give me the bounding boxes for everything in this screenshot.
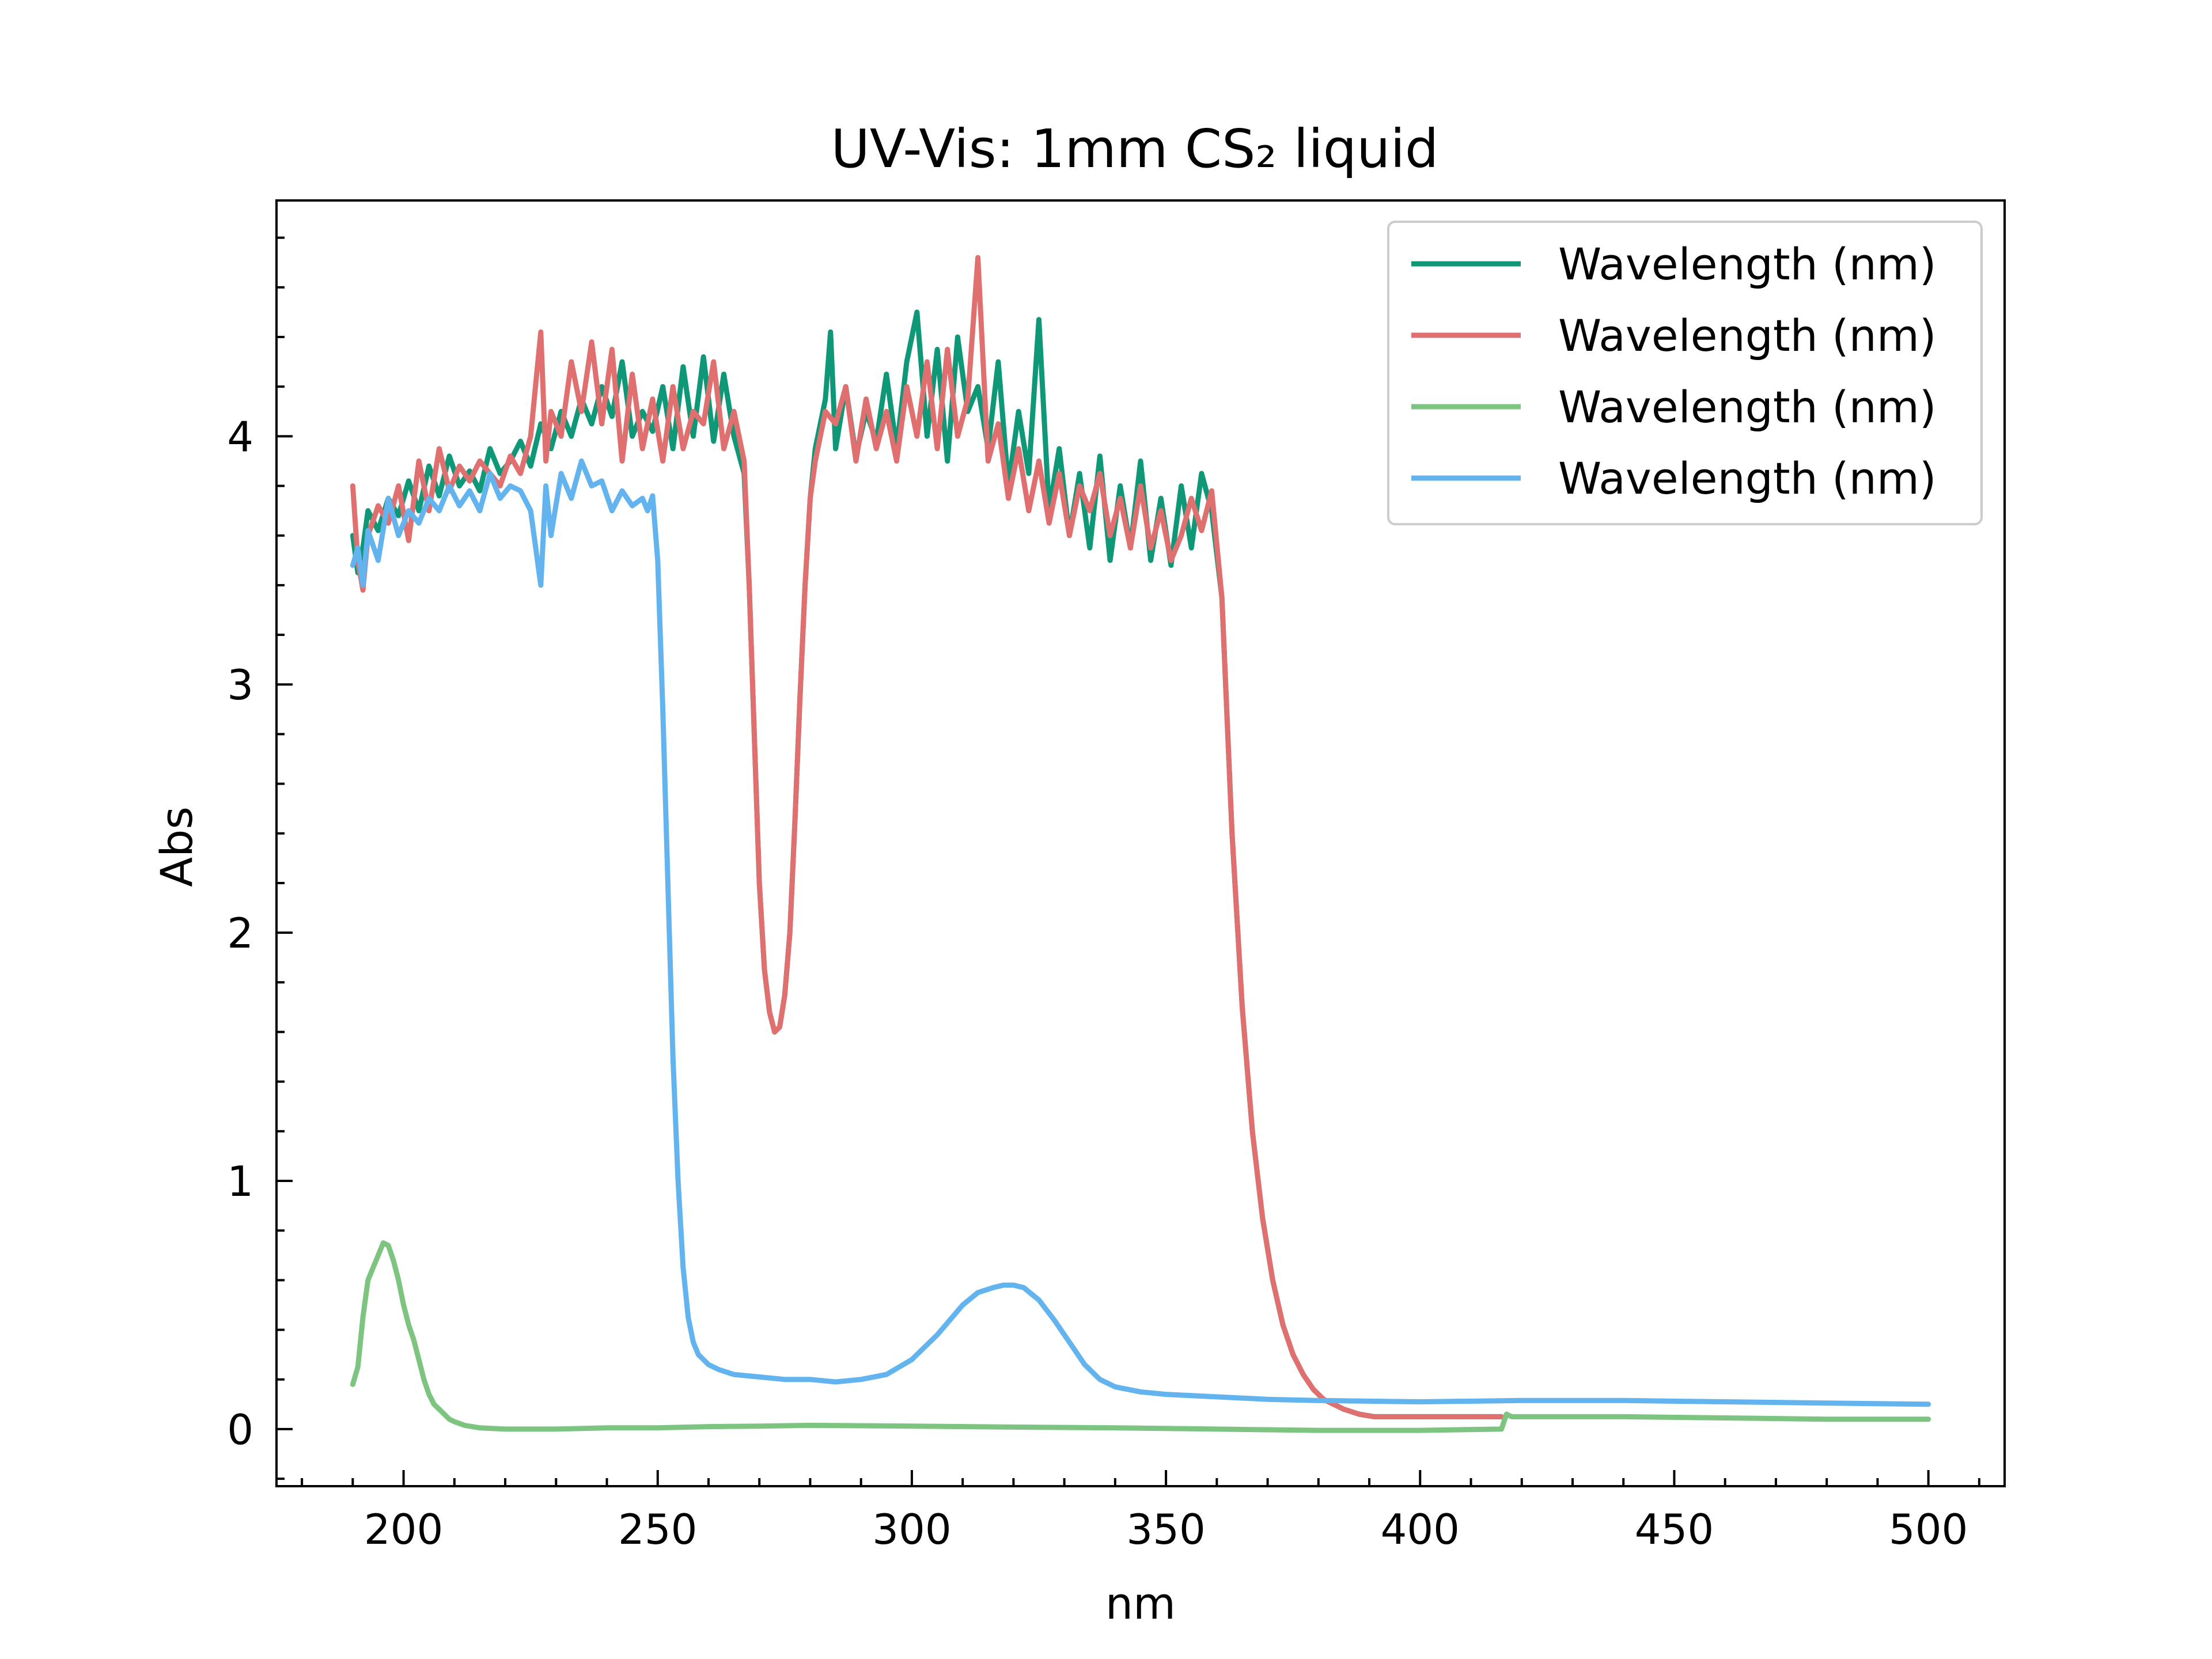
- x-tick-label: 200: [364, 1505, 443, 1554]
- y-tick-label: 3: [227, 661, 253, 709]
- series-line-2: [350, 255, 1504, 1419]
- series-line-4: [350, 458, 1931, 1407]
- x-tick-label: 350: [1126, 1505, 1205, 1554]
- series-line-3: [350, 1240, 1931, 1433]
- x-tick-label: 500: [1889, 1505, 1968, 1554]
- chart-title: UV-Vis: 1mm CS₂ liquid: [831, 118, 1439, 180]
- x-axis-title: nm: [1105, 1578, 1176, 1629]
- y-tick-label: 0: [227, 1406, 253, 1454]
- x-tick-label: 300: [872, 1505, 951, 1554]
- y-axis-title: Abs: [151, 806, 202, 887]
- x-tick-label: 250: [618, 1505, 697, 1554]
- x-tick-label: 400: [1381, 1505, 1460, 1554]
- legend-label: Wavelength (nm): [1558, 381, 1937, 433]
- axes-frame: [275, 199, 2006, 1487]
- y-tick-label: 4: [227, 412, 253, 461]
- legend-label: Wavelength (nm): [1558, 310, 1937, 361]
- legend-label: Wavelength (nm): [1558, 453, 1937, 504]
- legend: Wavelength (nm) Wavelength (nm) Wavelength…: [1387, 221, 1983, 525]
- x-tick-label: 450: [1635, 1505, 1714, 1554]
- series-layer: [350, 255, 1931, 1433]
- y-tick-label: 1: [227, 1157, 253, 1206]
- legend-label: Wavelength (nm): [1558, 238, 1937, 290]
- y-tick-label: 2: [227, 909, 253, 957]
- tick-layer: 200 250 300 350 400 450 500 0 1 2 3 4: [227, 236, 1980, 1554]
- legend-box: [1387, 221, 1983, 525]
